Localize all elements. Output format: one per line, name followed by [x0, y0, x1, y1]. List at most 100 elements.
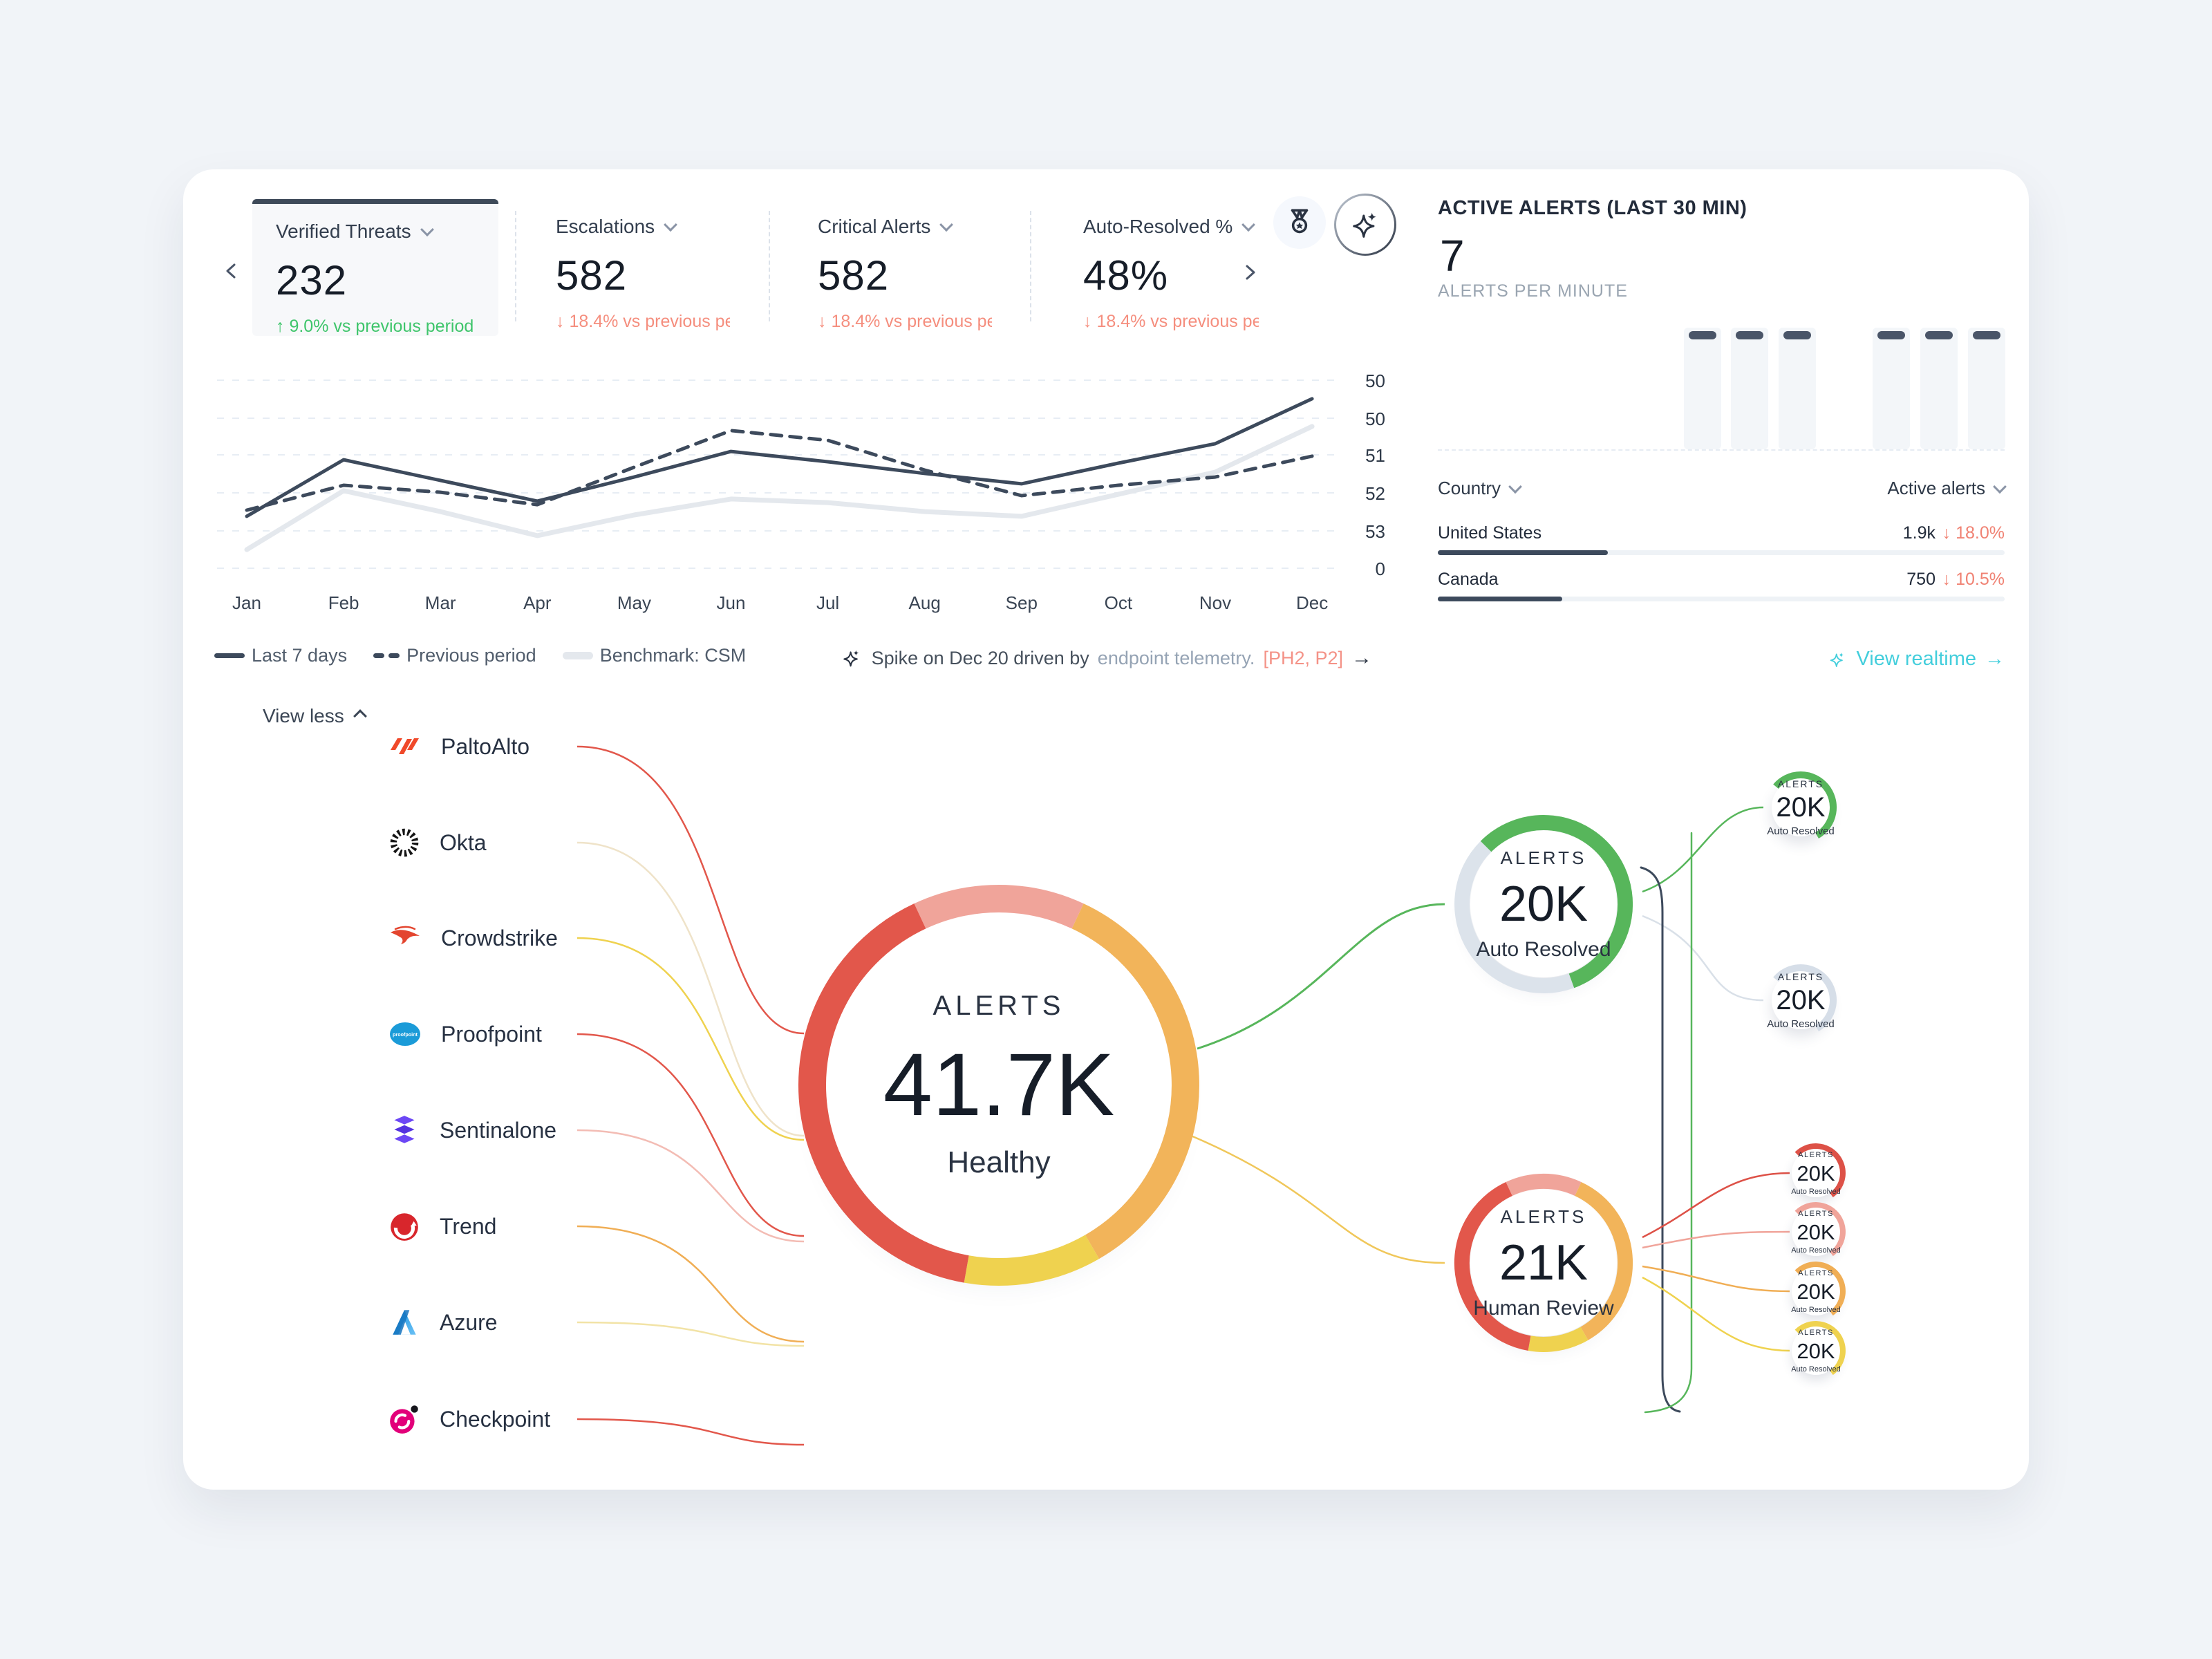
month-label: Dec [1295, 592, 1329, 613]
leaf-node-gray[interactable]: ALERTS 20K Auto Resolved [1761, 960, 1841, 1040]
node-value: 20K [1797, 1161, 1835, 1185]
kpi-tile-critical-alerts[interactable]: Critical Alerts 582 ↓ 18.4% vs previous … [794, 199, 1015, 336]
medal-icon [1291, 209, 1309, 234]
active-alerts-sort[interactable]: Active alerts [1887, 478, 2007, 499]
active-alerts-title: ACTIVE ALERTS (LAST 30 MIN) [1438, 197, 1747, 219]
sparkle-icon [843, 650, 859, 667]
view-realtime-link[interactable]: View realtime → [1827, 648, 2005, 671]
y-tick-label: 0 [1375, 559, 1385, 579]
chevron-down-icon[interactable] [1241, 218, 1256, 232]
country-progress-fill [1438, 550, 1608, 555]
country-sort[interactable]: Country [1438, 478, 1522, 499]
arrow-right-icon: → [1985, 648, 2005, 670]
legend-benchmark[interactable]: Benchmark: CSM [562, 645, 746, 666]
kpi-tile-auto-resolved[interactable]: Auto-Resolved % 48% ↓ 18.4% vs previous … [1060, 199, 1282, 336]
leaf-ring [1794, 1262, 1846, 1316]
chevron-down-icon[interactable] [420, 223, 434, 237]
leaf-ring [1773, 964, 1837, 1032]
next-kpis-chevron-icon[interactable] [1239, 262, 1260, 283]
leaf-node-green[interactable]: ALERTS 20K Auto Resolved [1761, 767, 1841, 847]
kpi-value: 582 [556, 252, 628, 299]
kpi-tile-verified-threats[interactable]: Verified Threats 232 ↑ 9.0% vs previous … [252, 199, 498, 336]
view-less-toggle[interactable]: View less [263, 705, 367, 727]
kpi-title: Auto-Resolved % [1083, 216, 1259, 238]
chevron-down-icon[interactable] [939, 218, 954, 232]
node-sub: Auto Resolved [1791, 1246, 1841, 1255]
kpi-delta: ↑ 9.0% vs previous period [276, 317, 474, 336]
minute-bar [1779, 328, 1816, 449]
month-label: Nov [1199, 592, 1232, 613]
vendor-item-paltoalto[interactable]: PaltoAlto [387, 720, 529, 773]
annotation-tag-link[interactable]: [PH2, P2] [1263, 647, 1343, 668]
main-card: Verified Threats 232 ↑ 9.0% vs previous … [183, 169, 2029, 1490]
minute-bar [1968, 328, 2005, 449]
kpi-delta: ↓ 18.4% vs previous period [556, 312, 730, 331]
node-label: ALERTS [1798, 1328, 1834, 1337]
node-label: ALERTS [1798, 1268, 1834, 1277]
vendor-item-proofpoint[interactable]: proofpoint Proofpoint [387, 1008, 542, 1060]
ai-assist-button[interactable] [1334, 194, 1396, 256]
y-tick-label: 51 [1365, 445, 1385, 466]
chevron-up-icon [353, 709, 367, 723]
legend-previous-period[interactable]: Previous period [373, 645, 536, 666]
crowdstrike-logo-icon [391, 926, 420, 944]
sparkle-icon [1353, 212, 1376, 238]
series-last-7-days [245, 397, 1314, 518]
auto-resolved-node[interactable]: ALERTS 20K Auto Resolved [1443, 804, 1644, 1004]
proofpoint-logo-icon: proofpoint [390, 1022, 420, 1046]
leaf-node-yellow[interactable]: ALERTS 20K Auto Resolved [1783, 1318, 1849, 1384]
human-review-node[interactable]: ALERTS 21K Human Review [1443, 1163, 1644, 1363]
active-alerts-value: 7 [1440, 231, 1465, 281]
divider [1030, 211, 1031, 321]
leaf-node-salmon[interactable]: ALERTS 20K Auto Resolved [1783, 1199, 1849, 1265]
node-value: 20K [1797, 1338, 1835, 1363]
node-value: 21K [1499, 1235, 1588, 1291]
country-row-name[interactable]: Canada [1438, 570, 1499, 589]
sparkle-icon [1830, 652, 1844, 667]
node-value: 20K [1499, 876, 1588, 932]
vendor-item-okta[interactable]: Okta [387, 816, 487, 869]
arrow-right-icon[interactable]: → [1351, 646, 1372, 669]
chevron-down-icon[interactable] [664, 218, 678, 232]
leaf-ring [1794, 1321, 1846, 1376]
month-label: Mar [424, 592, 456, 613]
medal-button[interactable] [1273, 196, 1326, 249]
node-sub: Auto Resolved [1767, 825, 1835, 837]
kpi-title: Escalations [556, 216, 730, 238]
vendor-item-crowdstrike[interactable]: Crowdstrike [387, 912, 558, 964]
y-tick-label: 50 [1365, 371, 1385, 391]
minute-bar-cap [1736, 331, 1763, 339]
country-row-delta: ↓ 18.0% [1942, 523, 2005, 543]
vendor-item-trend[interactable]: Trend [387, 1200, 496, 1253]
leaf-ring [1794, 1143, 1846, 1198]
node-label: ALERTS [1500, 1206, 1587, 1227]
leaf-ring [1773, 771, 1837, 839]
kpi-tile-escalations[interactable]: Escalations 582 ↓ 18.4% vs previous peri… [532, 199, 753, 336]
vendor-item-azure[interactable]: Azure [387, 1296, 498, 1349]
prev-kpis-chevron-icon[interactable] [221, 261, 242, 281]
month-label: Feb [328, 592, 359, 613]
country-row-name[interactable]: United States [1438, 523, 1542, 543]
node-label: ALERTS [1798, 1209, 1834, 1218]
node-value: 20K [1776, 791, 1826, 823]
leaf-node-red[interactable]: ALERTS 20K Auto Resolved [1783, 1140, 1849, 1206]
chart-annotation: Spike on Dec 20 driven by endpoint telem… [840, 646, 1372, 670]
alerts-total-node[interactable]: ALERTS 41.7K Healthy [791, 878, 1206, 1293]
annotation-text-secondary: endpoint telemetry. [1097, 647, 1255, 668]
node-label: ALERTS [932, 991, 1065, 1021]
kpi-value: 48% [1083, 252, 1169, 299]
node-sub: Auto Resolved [1791, 1187, 1841, 1196]
vendor-item-sentinalone[interactable]: Sentinalone [387, 1104, 556, 1156]
alerts-per-minute-bars [1438, 328, 2005, 449]
country-table-header: Country Active alerts [1438, 478, 2007, 499]
kpi-value: 582 [818, 252, 890, 299]
node-sub: Auto Resolved [1767, 1018, 1835, 1030]
leaf-node-orange[interactable]: ALERTS 20K Auto Resolved [1783, 1258, 1849, 1324]
paltoalto-logo-icon [391, 738, 419, 754]
minute-bar [1920, 328, 1958, 449]
month-label: Jul [816, 592, 840, 613]
legend-last-7-days[interactable]: Last 7 days [214, 645, 347, 666]
minute-bar [1731, 328, 1768, 449]
vendor-item-checkpoint[interactable]: Checkpoint [387, 1393, 550, 1445]
annotation-text: Spike on Dec 20 driven by [871, 647, 1089, 668]
